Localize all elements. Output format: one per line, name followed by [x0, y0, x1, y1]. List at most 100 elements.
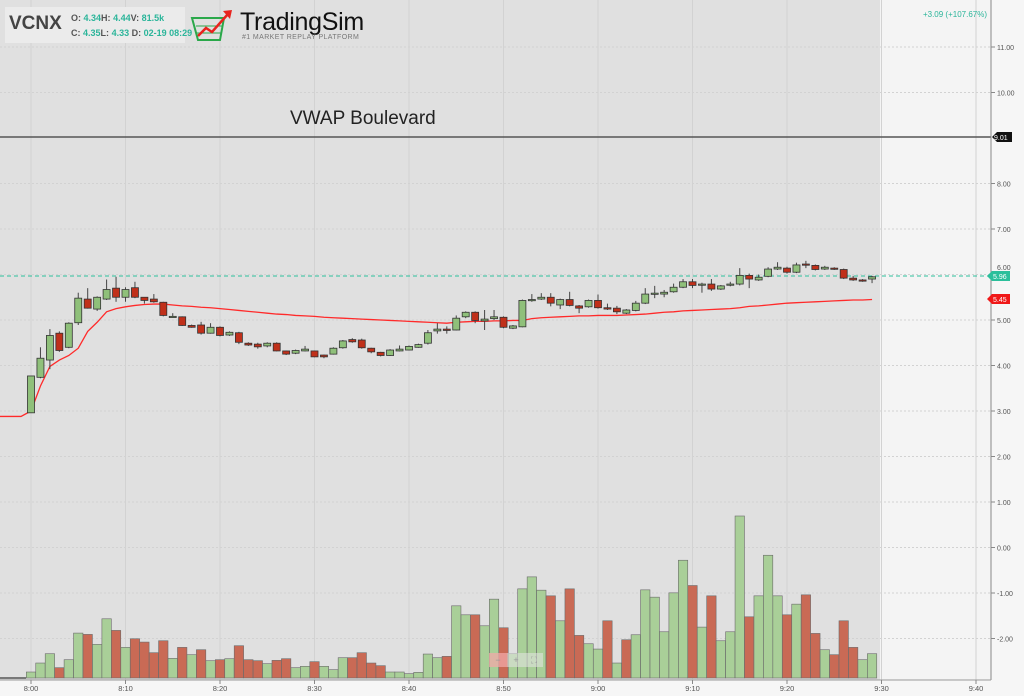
candle-body: [641, 293, 650, 304]
tradingsim-logo: TradingSim #1 MARKET REPLAY PLATFORM: [190, 6, 370, 44]
candle: [102, 279, 111, 300]
candle: [565, 291, 574, 307]
volume-bar: [602, 620, 613, 679]
candle-body: [320, 354, 328, 358]
candle-body: [357, 339, 366, 349]
y-tick-label: -1.00: [997, 591, 1013, 598]
candle: [735, 268, 744, 286]
candle-body: [121, 289, 130, 298]
zoom-controls: − + ⛶: [489, 653, 543, 667]
candle-body: [225, 331, 234, 336]
candle: [764, 267, 772, 278]
candle: [783, 266, 791, 274]
reset-zoom-button[interactable]: ⛶: [530, 655, 538, 665]
x-tick-label: 8:00: [24, 684, 39, 693]
candle-body: [442, 328, 451, 331]
zoom-in-button[interactable]: +: [513, 655, 519, 665]
candle: [849, 275, 858, 281]
candle-body: [187, 325, 196, 328]
candle: [168, 313, 177, 318]
candle: [234, 331, 243, 345]
candle-body: [868, 276, 876, 280]
candle: [423, 330, 432, 345]
candle: [320, 354, 328, 359]
symbol: VCNX: [9, 13, 62, 34]
candle-body: [499, 316, 508, 328]
candle-body: [679, 281, 687, 288]
symbol-info-panel: VCNX O: 4.34H: 4.44V: 81.5k C: 4.35L: 4.…: [5, 7, 192, 43]
candle-body: [527, 299, 536, 302]
x-tick-label: 8:30: [307, 684, 322, 693]
candle-body: [650, 292, 659, 295]
candle: [272, 342, 281, 352]
x-tick-label: 9:10: [685, 684, 700, 693]
volume-bar: [139, 641, 150, 679]
x-tick-label: 9:30: [874, 684, 889, 693]
candle-body: [55, 332, 64, 351]
volume-bar: [829, 654, 840, 679]
candle: [603, 303, 612, 310]
volume-bar: [356, 652, 367, 679]
candle-body: [490, 316, 498, 320]
candle-body: [234, 332, 243, 343]
candle: [490, 309, 498, 320]
candle: [471, 311, 480, 324]
candle-body: [149, 298, 158, 303]
candle-body: [310, 350, 319, 358]
candles: [27, 260, 876, 414]
candle: [811, 264, 820, 271]
volume-bar: [848, 647, 859, 679]
time-axis[interactable]: 8:00 8:10 8:20 8:30 8:40 8:50 9:00 9:10 9:20 9:30…: [24, 680, 984, 693]
candle: [55, 331, 64, 352]
volume-bars: [0, 515, 878, 679]
y-tick-label: 0.00: [997, 546, 1011, 553]
candle-body: [575, 305, 583, 309]
volume-bar: [252, 660, 263, 679]
candle-body: [282, 350, 291, 355]
candle: [575, 304, 583, 314]
candle: [367, 347, 376, 354]
volume-bar: [167, 658, 178, 679]
plot-background: [0, 0, 880, 680]
price-change: +3.09 (+107.67%): [922, 10, 987, 19]
volume-bar: [394, 671, 405, 679]
candle-body: [64, 322, 73, 348]
volume-bar: [696, 626, 707, 679]
candle-body: [461, 311, 470, 318]
candle: [537, 293, 546, 300]
candle: [131, 281, 139, 299]
candle-body: [367, 347, 376, 353]
future-area: [880, 0, 991, 680]
candle: [93, 296, 102, 311]
price-axis[interactable]: 11.00 10.00 8.00 7.00 6.00 5.00 4.00 3.00 2.00 1.…: [991, 45, 1015, 644]
candle-body: [405, 345, 413, 351]
candle-body: [726, 283, 735, 286]
volume-bar: [92, 644, 103, 679]
high-label: H:: [101, 13, 111, 23]
candle: [216, 326, 224, 337]
candle: [159, 301, 168, 317]
volume-bar: [592, 648, 603, 679]
candle-body: [584, 300, 593, 308]
candle-body: [471, 311, 480, 321]
x-tick-label: 8:20: [213, 684, 228, 693]
candle-body: [329, 347, 338, 355]
volume-bar: [281, 658, 292, 679]
volume-bar: [375, 665, 386, 679]
volume-bar: [470, 614, 481, 679]
x-tick-label: 9:00: [591, 684, 606, 693]
last-price-tag: 5.96: [987, 271, 1010, 281]
candle: [688, 279, 697, 289]
volume-bar: [545, 595, 556, 679]
volume-label: V:: [130, 13, 140, 23]
candle-body: [27, 375, 35, 414]
vwap-line: [0, 298, 873, 418]
zoom-out-button[interactable]: −: [489, 653, 507, 667]
volume-bar: [753, 595, 764, 679]
level-price-tag: 9.01: [992, 132, 1012, 142]
candle-body: [131, 287, 139, 298]
x-tick-label: 8:50: [496, 684, 511, 693]
volume-bar: [129, 638, 140, 679]
volume-bar: [564, 588, 575, 679]
